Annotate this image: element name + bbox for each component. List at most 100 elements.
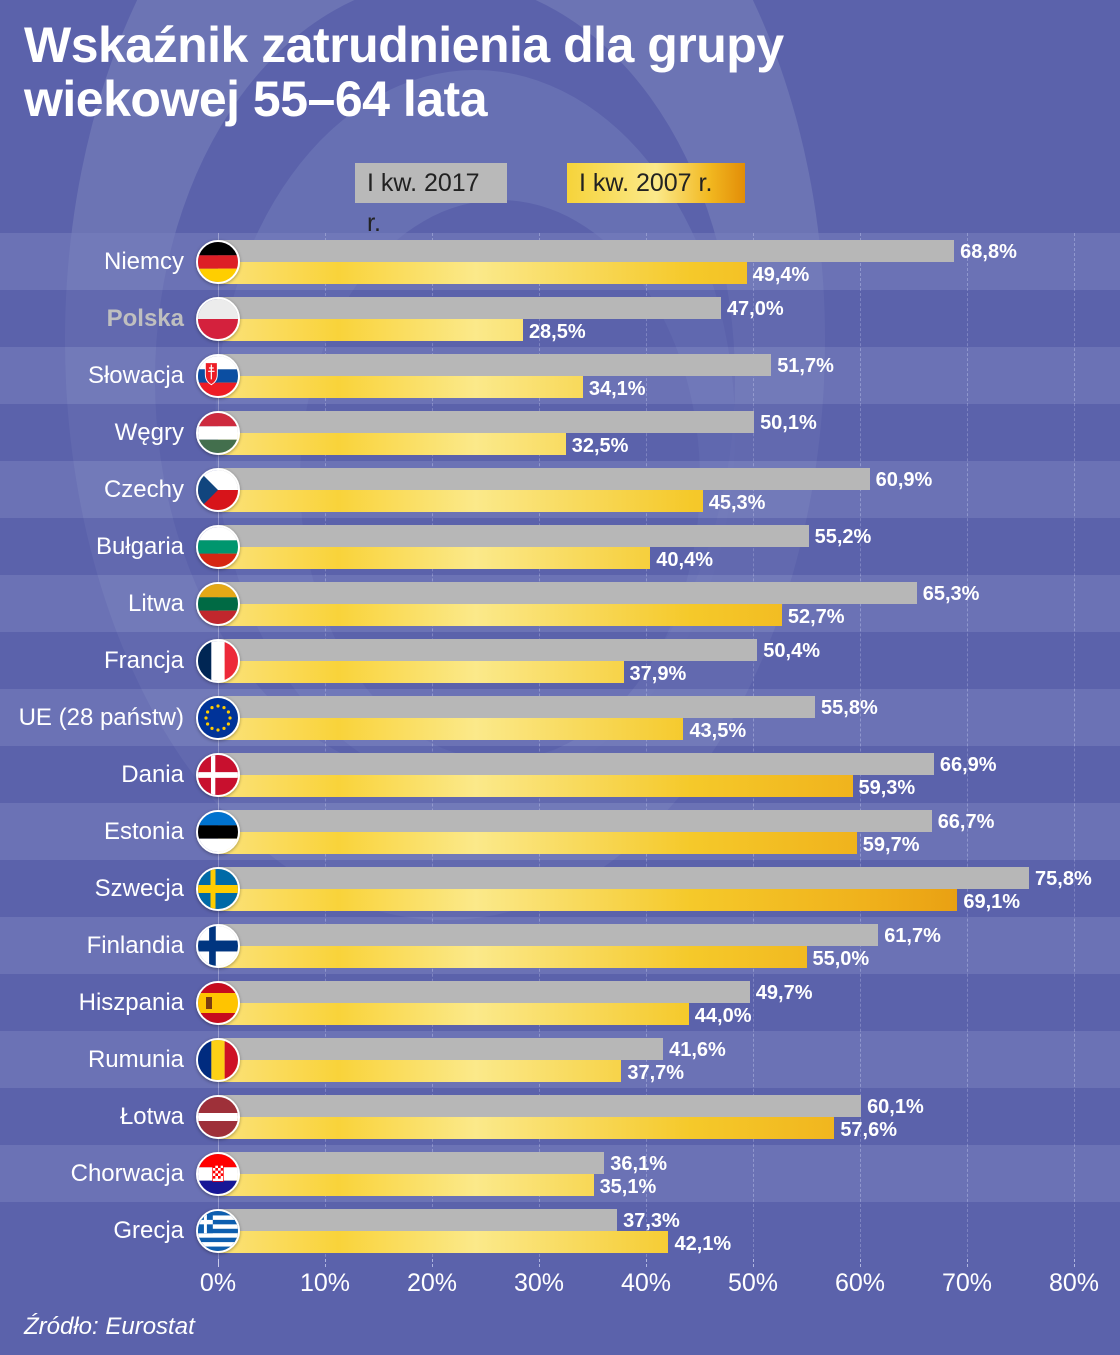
bar-2017 xyxy=(218,468,870,490)
bar-2007 xyxy=(218,718,684,740)
bar-2007 xyxy=(218,1003,689,1025)
x-axis-tick: 20% xyxy=(406,1269,458,1297)
bar-2007 xyxy=(218,1231,669,1253)
value-label-2007: 37,9% xyxy=(629,663,687,685)
value-label-2017: 55,8% xyxy=(821,697,878,719)
country-label: Bułgaria xyxy=(95,533,184,560)
value-label-2007: 35,1% xyxy=(599,1176,657,1198)
bar-2007 xyxy=(218,604,782,626)
bar-2017 xyxy=(218,867,1030,889)
chart-row: Hiszpania 49,7% 44,0% xyxy=(0,974,1120,1031)
value-label-2007: 37,7% xyxy=(627,1062,685,1084)
bar-2017 xyxy=(218,924,879,946)
chart-row: Bułgaria 55,2% 40,4% xyxy=(0,518,1120,575)
chart-row: Łotwa 60,1% 57,6% xyxy=(0,1088,1120,1145)
country-label: Czechy xyxy=(103,476,184,503)
value-label-2017: 49,7% xyxy=(755,982,813,1004)
bar-chart: Niemcy 68,8% 49,4% Polska 47,0% 28,5% Słowacja… xyxy=(0,233,1120,1259)
bar-2007 xyxy=(218,547,651,569)
value-label-2007: 49,4% xyxy=(752,264,810,286)
bar-2017 xyxy=(218,240,955,262)
value-label-2017: 60,1% xyxy=(867,1096,924,1118)
value-label-2007: 32,5% xyxy=(571,435,629,457)
chart-row: Dania 66,9% 59,3% xyxy=(0,746,1120,803)
flag-spain-icon xyxy=(196,981,240,1025)
country-label: Rumunia xyxy=(87,1046,184,1073)
bar-2007 xyxy=(218,490,703,512)
bar-2017 xyxy=(218,753,934,775)
country-label: Słowacja xyxy=(87,362,184,389)
value-label-2017: 50,1% xyxy=(760,412,817,434)
x-axis-tick: 60% xyxy=(834,1269,886,1297)
source-note: Źródło: Eurostat xyxy=(24,1313,195,1340)
legend-item-2007: I kw. 2007 r. xyxy=(567,163,745,203)
chart-row: Węgry 50,1% 32,5% xyxy=(0,404,1120,461)
bar-2007 xyxy=(218,319,523,341)
country-label: Niemcy xyxy=(103,248,184,275)
flag-sweden-icon xyxy=(196,867,240,911)
flag-czechia-icon xyxy=(196,468,240,512)
chart-row: Chorwacja 36,1% 35,1% xyxy=(0,1145,1120,1202)
bar-2007 xyxy=(218,832,857,854)
flag-denmark-icon xyxy=(196,753,240,797)
bar-2007 xyxy=(218,661,624,683)
value-label-2017: 60,9% xyxy=(875,469,933,491)
country-label: Hiszpania xyxy=(78,989,184,1016)
bar-2017 xyxy=(218,1095,862,1117)
x-axis-tick: 40% xyxy=(620,1269,672,1297)
x-axis-tick: 10% xyxy=(299,1269,351,1297)
flag-germany-icon xyxy=(196,240,240,284)
value-label-2007: 45,3% xyxy=(708,492,766,514)
flag-latvia-icon xyxy=(196,1095,240,1139)
flag-finland-icon xyxy=(196,924,240,968)
chart-row: Słowacja 51,7% 34,1% xyxy=(0,347,1120,404)
value-label-2017: 37,3% xyxy=(623,1210,680,1232)
value-label-2007: 44,0% xyxy=(694,1005,752,1027)
value-label-2017: 66,7% xyxy=(937,811,995,833)
country-label: Finlandia xyxy=(86,932,184,959)
bar-2007 xyxy=(218,262,747,284)
bar-2007 xyxy=(218,889,958,911)
flag-estonia-icon xyxy=(196,810,240,854)
value-label-2007: 28,5% xyxy=(528,321,586,343)
bar-2017 xyxy=(218,696,816,718)
chart-row: Finlandia 61,7% 55,0% xyxy=(0,917,1120,974)
value-label-2007: 69,1% xyxy=(963,891,1021,913)
value-label-2017: 66,9% xyxy=(939,754,997,776)
chart-row: Grecja 37,3% 42,1% xyxy=(0,1202,1120,1259)
chart-title-line2: wiekowej 55–64 lata xyxy=(24,71,488,127)
chart-row: Francja 50,4% 37,9% xyxy=(0,632,1120,689)
bar-2017 xyxy=(218,1209,618,1231)
country-label: Łotwa xyxy=(119,1103,184,1130)
chart-row: Estonia 66,7% 59,7% xyxy=(0,803,1120,860)
bar-2007 xyxy=(218,775,853,797)
bar-2007 xyxy=(218,1174,594,1196)
country-label: UE (28 państw) xyxy=(18,704,184,731)
value-label-2007: 40,4% xyxy=(656,549,713,571)
value-label-2007: 59,3% xyxy=(858,777,916,799)
chart-title: Wskaźnik zatrudnienia dla grupy wiekowej… xyxy=(24,18,784,126)
flag-poland-icon xyxy=(196,297,240,341)
value-label-2017: 50,4% xyxy=(763,640,820,662)
value-label-2017: 51,7% xyxy=(777,355,834,377)
chart-row: Polska 47,0% 28,5% xyxy=(0,290,1120,347)
value-label-2017: 36,1% xyxy=(610,1153,667,1175)
flag-eu-icon xyxy=(196,696,240,740)
bar-2017 xyxy=(218,297,721,319)
bar-2017 xyxy=(218,582,917,604)
bar-2017 xyxy=(218,411,755,433)
flag-france-icon xyxy=(196,639,240,683)
chart-row: Czechy 60,9% 45,3% xyxy=(0,461,1120,518)
flag-romania-icon xyxy=(196,1038,240,1082)
flag-greece-icon xyxy=(196,1209,240,1253)
value-label-2007: 52,7% xyxy=(787,606,845,628)
country-label: Estonia xyxy=(103,818,184,845)
bar-2017 xyxy=(218,810,932,832)
bar-2017 xyxy=(218,639,758,661)
legend: I kw. 2017 r. I kw. 2007 r. xyxy=(355,163,745,237)
bar-2017 xyxy=(218,1038,664,1060)
chart-title-line1: Wskaźnik zatrudnienia dla grupy xyxy=(24,17,784,73)
flag-bulgaria-icon xyxy=(196,525,240,569)
country-label: Litwa xyxy=(127,590,184,617)
country-label: Chorwacja xyxy=(70,1160,184,1187)
